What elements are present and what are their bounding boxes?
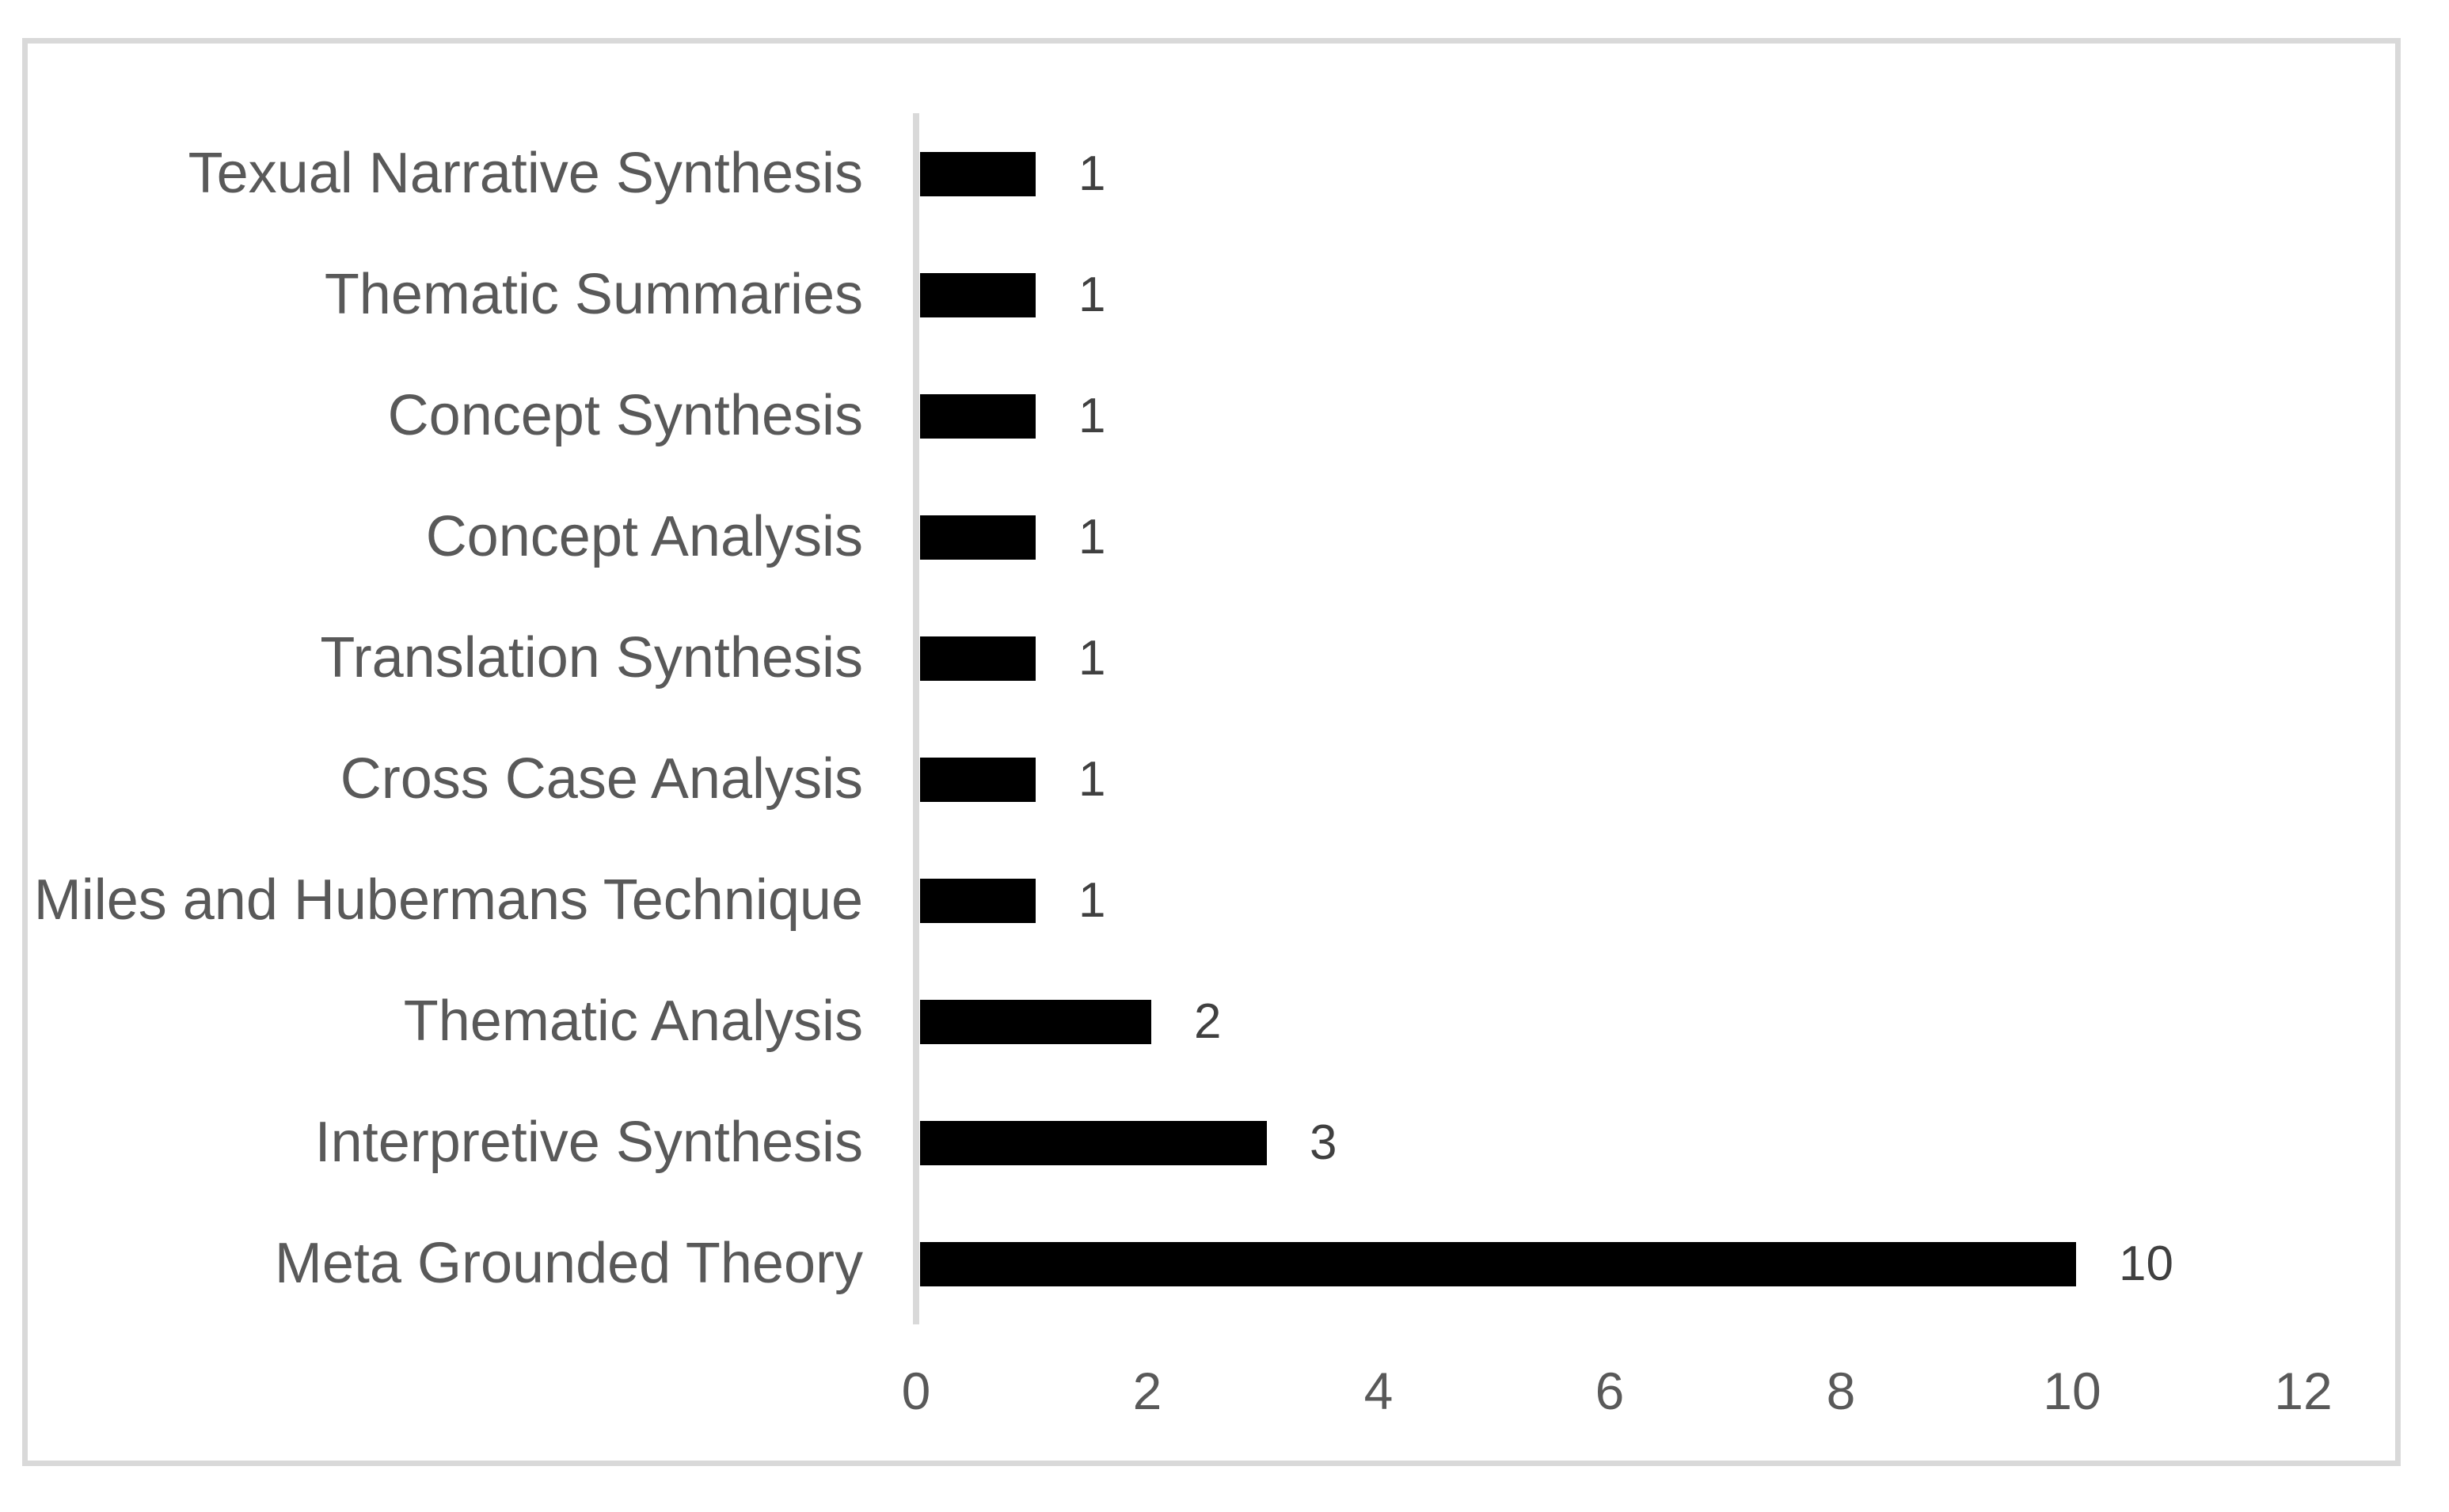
bar-row: Texual Narrative Synthesis 1 — [28, 113, 2395, 234]
value-label: 1 — [1078, 752, 1106, 807]
bar-row: Concept Synthesis 1 — [28, 355, 2395, 477]
chart-frame: Texual Narrative Synthesis 1 Thematic Summ… — [22, 38, 2401, 1466]
category-label: Thematic Analysis — [403, 989, 863, 1053]
bar — [920, 1241, 2076, 1286]
value-label: 3 — [1310, 1115, 1337, 1170]
bar — [920, 393, 1036, 439]
bar — [920, 515, 1036, 560]
bar — [920, 272, 1036, 317]
bar-row: Thematic Summaries 1 — [28, 234, 2395, 355]
bar-row: Translation Synthesis 1 — [28, 598, 2395, 719]
bar — [920, 757, 1036, 802]
x-tick-label: 4 — [1363, 1362, 1394, 1420]
bar — [920, 1120, 1267, 1165]
bar-row: Thematic Analysis 2 — [28, 961, 2395, 1082]
x-tick-label: 12 — [2274, 1362, 2333, 1420]
category-label: Cross Case Analysis — [340, 747, 863, 811]
x-tick-label: 2 — [1132, 1362, 1162, 1420]
bar-row: Cross Case Analysis 1 — [28, 719, 2395, 840]
x-tick-label: 8 — [1826, 1362, 1856, 1420]
category-label: Texual Narrative Synthesis — [188, 141, 863, 205]
plot-area: Texual Narrative Synthesis 1 Thematic Summ… — [28, 44, 2395, 1461]
value-label: 1 — [1078, 631, 1106, 686]
category-label: Concept Synthesis — [387, 383, 863, 447]
bar — [920, 636, 1036, 681]
x-tick-label: 0 — [901, 1362, 931, 1420]
category-label: Thematic Summaries — [324, 262, 863, 326]
bar-rows: Texual Narrative Synthesis 1 Thematic Summ… — [28, 113, 2395, 1324]
value-label: 1 — [1078, 268, 1106, 322]
bar-row: Meta Grounded Theory 10 — [28, 1203, 2395, 1324]
x-tick-label: 10 — [2043, 1362, 2101, 1420]
value-label: 10 — [2119, 1237, 2173, 1291]
bar-row: Miles and Hubermans Technique 1 — [28, 840, 2395, 961]
value-label: 1 — [1078, 389, 1106, 443]
category-label: Concept Analysis — [425, 504, 863, 568]
bar — [920, 878, 1036, 923]
category-label: Interpretive Synthesis — [314, 1110, 863, 1174]
x-axis-tick-labels: 0 2 4 6 8 10 12 — [28, 1359, 2395, 1423]
value-label: 1 — [1078, 873, 1106, 928]
value-label: 1 — [1078, 146, 1106, 201]
value-label: 1 — [1078, 510, 1106, 564]
value-label: 2 — [1194, 994, 1222, 1049]
x-tick-label: 6 — [1595, 1362, 1625, 1420]
category-label: Miles and Hubermans Technique — [33, 868, 863, 932]
category-axis-line — [913, 113, 919, 1324]
bar-row: Concept Analysis 1 — [28, 477, 2395, 598]
bar — [920, 151, 1036, 196]
category-label: Meta Grounded Theory — [274, 1231, 863, 1295]
category-label: Translation Synthesis — [320, 625, 863, 690]
bar-row: Interpretive Synthesis 3 — [28, 1082, 2395, 1203]
bar — [920, 999, 1151, 1044]
